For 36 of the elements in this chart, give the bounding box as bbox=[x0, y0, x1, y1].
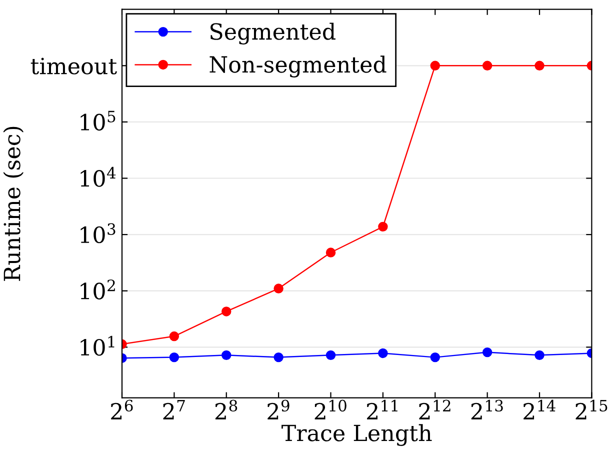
x-tick-label: 2$^{14}$ bbox=[524, 400, 556, 420]
x-tick-label: 2$^{13}$ bbox=[471, 400, 503, 420]
y-tick-label: 10$^{4}$ bbox=[80, 166, 116, 187]
x-tick-label: 2$^{10}$ bbox=[314, 400, 346, 420]
x-tick-label: 2$^{8}$ bbox=[215, 400, 238, 420]
point bbox=[482, 60, 492, 71]
point bbox=[534, 350, 544, 360]
point bbox=[222, 306, 232, 316]
point bbox=[169, 331, 180, 342]
x-tick-label: 2$^{11}$ bbox=[367, 400, 398, 420]
y-tick-label: 10$^{2}$ bbox=[80, 280, 115, 300]
y-tick-label: 10$^{3}$ bbox=[80, 223, 116, 244]
x-tick-label: 2$^{7}$ bbox=[163, 400, 185, 420]
y-tick-label: timeout bbox=[30, 58, 117, 74]
point bbox=[169, 352, 180, 362]
point bbox=[534, 60, 544, 71]
legend-label: Segmented bbox=[210, 22, 336, 45]
point bbox=[378, 348, 388, 358]
point bbox=[482, 347, 492, 358]
y-tick-label: 10$^{1}$ bbox=[80, 336, 114, 356]
point bbox=[378, 222, 388, 232]
point bbox=[430, 352, 440, 362]
x-tick-label: 2$^{15}$ bbox=[576, 400, 608, 420]
x-tick-label: 2$^{9}$ bbox=[268, 400, 290, 420]
point bbox=[326, 350, 336, 360]
x-tick-label: 2$^{6}$ bbox=[111, 400, 133, 420]
y-axis-title: Runtime (sec) bbox=[3, 126, 24, 281]
point bbox=[222, 350, 232, 360]
x-axis-title: Trace Length bbox=[282, 424, 432, 446]
point bbox=[274, 352, 284, 362]
legend-label: Non-segmented bbox=[210, 56, 386, 78]
x-tick-label: 2$^{12}$ bbox=[419, 400, 450, 420]
y-tick-label: 10$^{5}$ bbox=[80, 110, 116, 131]
point bbox=[274, 284, 284, 294]
point bbox=[326, 248, 336, 258]
point bbox=[430, 60, 440, 71]
